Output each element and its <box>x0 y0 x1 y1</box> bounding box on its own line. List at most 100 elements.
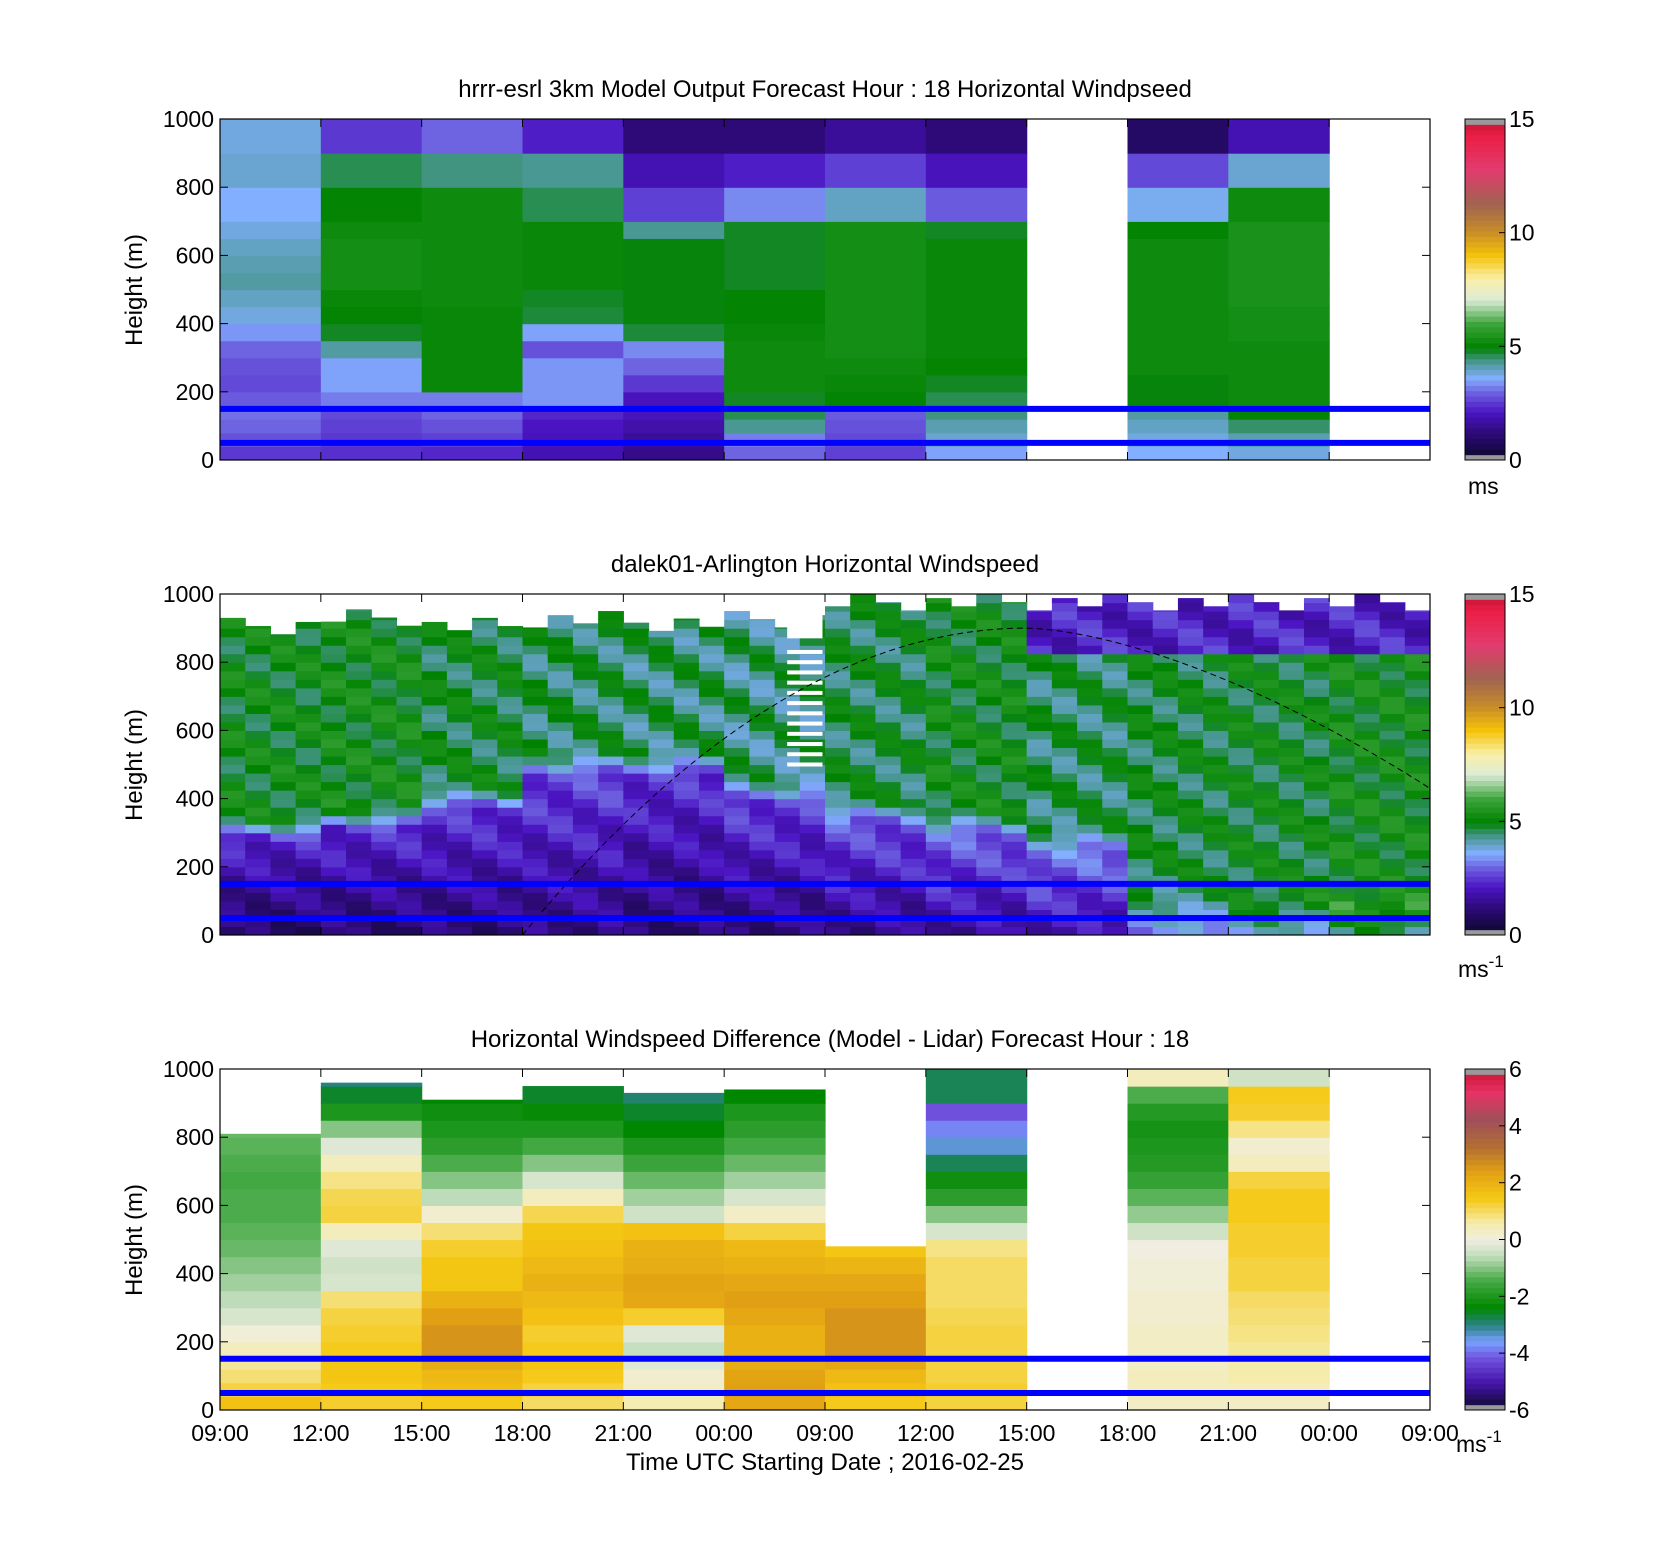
colorbar-segment <box>1465 433 1505 440</box>
heatmap-cell <box>371 841 398 851</box>
heatmap-cell <box>472 832 498 842</box>
heatmap-cell <box>925 679 952 689</box>
heatmap-cell <box>1127 773 1154 783</box>
heatmap-cell <box>1026 713 1053 723</box>
heatmap-cell <box>396 730 423 740</box>
colorbar-segment <box>1465 1335 1505 1342</box>
heatmap-cell <box>396 645 423 655</box>
heatmap-cell <box>320 721 347 731</box>
heatmap-cell <box>875 721 902 731</box>
heatmap-cell <box>421 832 448 842</box>
heatmap-cell <box>825 1396 927 1410</box>
heatmap-cell <box>799 636 826 646</box>
colorbar-segment <box>1465 316 1505 322</box>
colorbar-segment <box>1465 204 1505 211</box>
heatmap-cell <box>598 773 624 783</box>
y-tick-label: 600 <box>176 242 214 268</box>
heatmap-cell <box>421 272 524 291</box>
heatmap-cell <box>1303 900 1330 911</box>
colorbar-tick-label: 15 <box>1509 106 1535 132</box>
heatmap-cell <box>1152 696 1179 706</box>
heatmap-cell <box>320 1239 423 1258</box>
colorbar-segment <box>1465 737 1505 744</box>
heatmap-cell <box>1303 875 1330 885</box>
colorbar-segment <box>1465 684 1505 691</box>
heatmap-cell <box>774 636 801 646</box>
heatmap-cell <box>1102 679 1129 689</box>
colorbar-segment <box>1465 1260 1505 1267</box>
heatmap-cell <box>1379 696 1406 706</box>
heatmap-cell <box>648 636 675 646</box>
heatmap-cell <box>1329 892 1355 902</box>
heatmap-cell <box>1077 909 1103 919</box>
heatmap-cell <box>1127 306 1229 325</box>
heatmap-cell <box>673 628 700 638</box>
heatmap-cell <box>1127 755 1154 766</box>
heatmap-cell <box>925 611 952 621</box>
heatmap-cell <box>421 807 448 817</box>
heatmap-cell <box>346 611 372 621</box>
heatmap-cell <box>1203 798 1229 808</box>
heatmap-cell <box>1127 1222 1229 1241</box>
heatmap-cell <box>295 704 322 714</box>
heatmap-cell <box>598 892 624 902</box>
heatmap-cell <box>850 807 877 817</box>
heatmap-cell <box>497 892 524 902</box>
heatmap-cell <box>749 841 776 851</box>
heatmap-cell <box>1102 738 1129 749</box>
heatmap-cell <box>825 875 851 885</box>
colorbar-segment <box>1465 876 1505 883</box>
heatmap-cell <box>749 798 776 808</box>
colorbar-segment <box>1465 652 1505 659</box>
heatmap-cell <box>1203 900 1229 911</box>
heatmap-cell <box>1303 858 1330 868</box>
heatmap-cell <box>497 713 524 723</box>
heatmap-cell <box>522 1396 624 1410</box>
heatmap-cell <box>1329 713 1355 723</box>
heatmap-cell <box>572 687 599 697</box>
y-tick-label: 1000 <box>163 1056 214 1082</box>
heatmap-cell <box>1228 1307 1330 1326</box>
heatmap-cell <box>1404 730 1430 740</box>
heatmap-cell <box>320 1154 423 1172</box>
heatmap-cell <box>220 815 246 825</box>
heatmap-cell <box>900 824 927 834</box>
heatmap-cell <box>774 704 801 714</box>
heatmap-cell <box>421 1188 524 1206</box>
colorbar-segment <box>1465 241 1505 248</box>
heatmap-cell <box>1051 687 1078 697</box>
heatmap-cell <box>673 892 700 902</box>
colorbar-segment <box>1465 844 1505 851</box>
heatmap-cell <box>1177 755 1204 766</box>
heatmap-cell <box>1329 738 1355 749</box>
heatmap-cell <box>598 738 624 749</box>
heatmap-cell <box>421 875 448 885</box>
heatmap-cell <box>951 909 977 919</box>
heatmap-cell <box>1026 721 1053 731</box>
colorbar-segment <box>1465 1127 1505 1134</box>
heatmap-cell <box>1051 730 1078 740</box>
colorbar-segment <box>1465 166 1505 173</box>
heatmap-cell <box>1102 636 1129 646</box>
heatmap-cell <box>522 1290 624 1309</box>
heatmap-cell <box>220 645 246 655</box>
heatmap-cell <box>1001 824 1028 834</box>
heatmap-cell <box>724 374 826 393</box>
heatmap-cell <box>724 883 750 893</box>
heatmap-cell <box>270 781 297 791</box>
colorbar-segment <box>1465 705 1505 712</box>
heatmap-cell <box>1177 807 1204 817</box>
heatmap-cell <box>648 738 675 749</box>
colorbar-tick-label: 2 <box>1509 1170 1522 1196</box>
heatmap-cell <box>421 1154 524 1172</box>
heatmap-cell <box>623 704 650 714</box>
heatmap-cell <box>598 849 624 859</box>
heatmap-cell <box>1026 610 1053 612</box>
heatmap-cell <box>497 738 524 749</box>
heatmap-cell <box>1051 602 1078 612</box>
colorbar-segment <box>1465 326 1505 333</box>
heatmap-cell <box>1379 815 1406 825</box>
heatmap-cell <box>1102 909 1129 919</box>
heatmap-cell <box>421 153 524 188</box>
colorbar-segment <box>1465 454 1505 461</box>
